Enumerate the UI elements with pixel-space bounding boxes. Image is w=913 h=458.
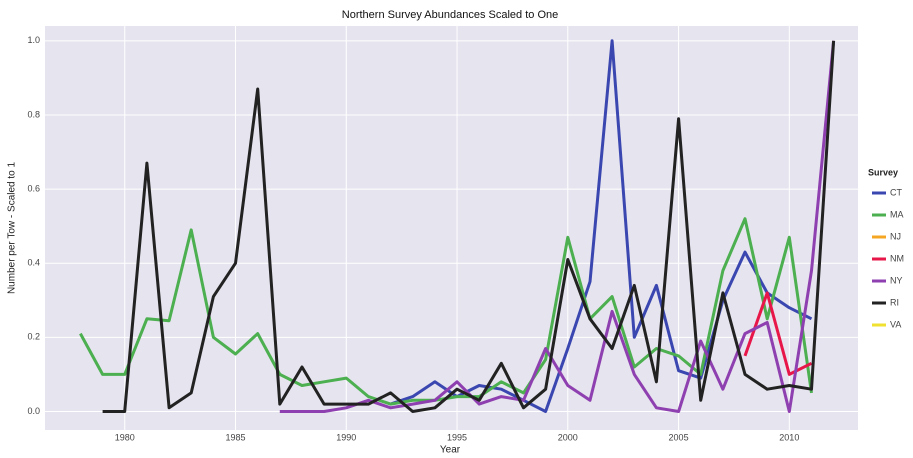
x-tick-label: 1995 (447, 432, 467, 442)
x-tick-label: 2010 (779, 432, 799, 442)
x-tick-label: 1985 (225, 432, 245, 442)
x-tick-label: 1980 (115, 432, 135, 442)
legend-label: VA (890, 319, 901, 329)
legend-title: Survey (868, 167, 898, 177)
chart-title: Northern Survey Abundances Scaled to One (342, 9, 558, 21)
y-tick-label: 0.2 (27, 332, 40, 342)
x-axis-title: Year (440, 445, 461, 456)
legend-label: NM (890, 253, 904, 263)
legend-label: CT (890, 187, 902, 197)
legend-label: MA (890, 209, 904, 219)
y-tick-label: 0.0 (27, 406, 40, 416)
x-tick-label: 2000 (558, 432, 578, 442)
legend-label: NJ (890, 231, 901, 241)
series-line (743, 291, 813, 376)
y-tick-label: 0.4 (27, 258, 40, 268)
legend-label: RI (890, 297, 899, 307)
y-tick-label: 1.0 (27, 35, 40, 45)
y-tick-label: 0.6 (27, 183, 40, 193)
y-axis-title: Number per Tow - Scaled to 1 (7, 162, 18, 295)
y-tick-label: 0.8 (27, 109, 40, 119)
series-line (102, 40, 836, 413)
legend-label: NY (890, 275, 903, 285)
plot-panel (45, 26, 858, 430)
x-tick-label: 1990 (336, 432, 356, 442)
series-line (390, 39, 813, 413)
x-tick-label: 2005 (669, 432, 689, 442)
